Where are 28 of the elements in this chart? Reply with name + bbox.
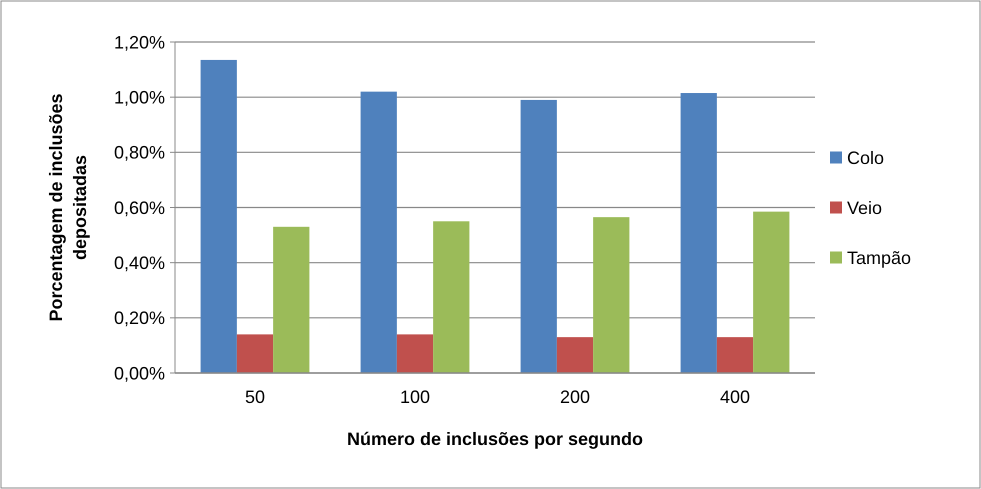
bar <box>433 221 470 373</box>
y-axis-title: Porcentagem de inclusões depositadas <box>46 93 90 322</box>
x-tick-label: 100 <box>400 387 430 407</box>
y-tick-label: 0,60% <box>114 198 165 218</box>
bar <box>680 93 717 373</box>
y-tick-label: 1,00% <box>114 87 165 108</box>
x-axis-title: Número de inclusões por segundo <box>346 429 644 449</box>
bar <box>236 334 274 373</box>
y-tick-label: 0,20% <box>114 308 165 328</box>
bar <box>200 60 237 373</box>
bar <box>360 92 397 373</box>
legend-label: Tampão <box>847 248 912 268</box>
bar <box>273 226 310 373</box>
bar <box>556 337 594 373</box>
x-tick-label: 400 <box>720 387 750 407</box>
bar <box>396 334 434 373</box>
x-tick-label: 50 <box>244 387 266 407</box>
bar <box>716 337 754 373</box>
y-tick-label: 0,40% <box>114 252 165 273</box>
y-tick-label: 0,80% <box>114 142 165 163</box>
bar <box>753 212 790 373</box>
bar <box>593 217 630 373</box>
y-tick-label: 0,00% <box>114 363 165 384</box>
y-tick-label: 1,20% <box>114 32 165 52</box>
bar <box>520 100 557 373</box>
legend-label: Colo <box>847 148 884 168</box>
legend-label: Veio <box>847 198 882 218</box>
x-tick-label: 200 <box>560 387 590 407</box>
